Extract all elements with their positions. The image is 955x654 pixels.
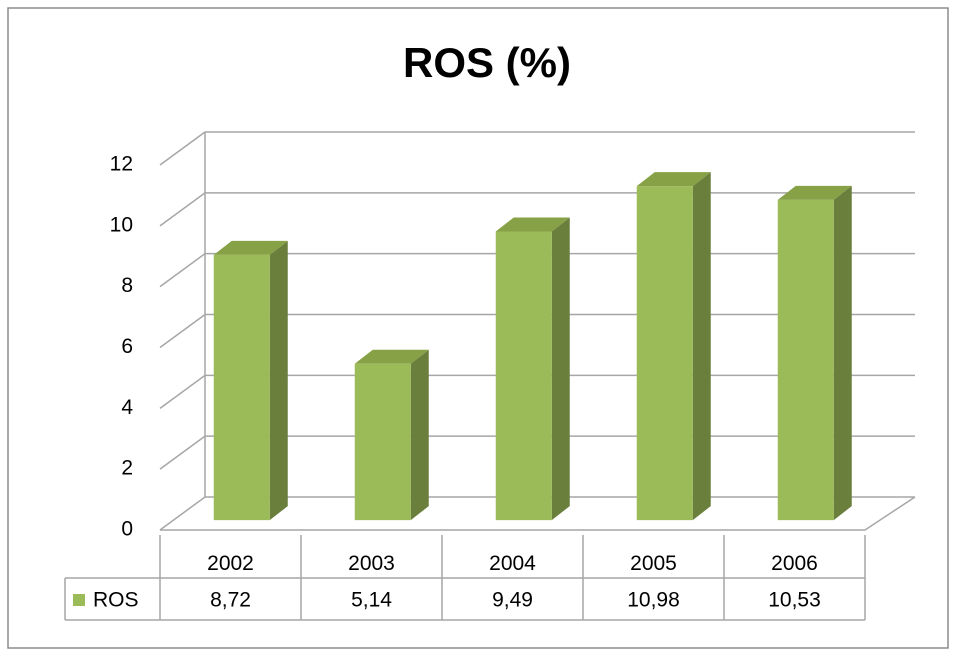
legend-label: ROS <box>93 589 139 612</box>
legend-swatch <box>73 594 85 606</box>
y-tick-label: 0 <box>121 518 133 541</box>
bar <box>777 185 852 521</box>
bar-top <box>636 172 711 187</box>
x-tick-label: 2006 <box>771 552 818 575</box>
x-tick-label: 2003 <box>348 552 395 575</box>
bar-top <box>213 240 288 255</box>
bar-side <box>833 185 852 521</box>
bar-top <box>777 185 852 200</box>
y-tick-label: 12 <box>110 153 133 176</box>
data-table-value: 9,49 <box>492 589 533 612</box>
floor-edge <box>160 496 916 531</box>
bar-front <box>213 254 270 521</box>
bar-front <box>495 231 552 521</box>
grid-line <box>159 131 915 166</box>
y-tick-label: 8 <box>121 274 133 297</box>
y-tick-label: 2 <box>121 457 133 480</box>
data-table-value: 5,14 <box>351 589 392 612</box>
bar <box>354 349 429 521</box>
x-tick-label: 2005 <box>630 552 677 575</box>
bar <box>213 240 288 521</box>
bar-top <box>495 217 570 232</box>
y-tick-label: 10 <box>110 213 133 236</box>
bar-side <box>410 349 429 521</box>
data-table-value: 10,98 <box>627 589 680 612</box>
bar-side <box>269 240 288 521</box>
y-tick-label: 4 <box>121 396 133 419</box>
bar-side <box>551 217 570 521</box>
bar-top <box>354 349 429 364</box>
bar-front <box>636 186 693 521</box>
bar-side <box>692 172 711 521</box>
bar <box>495 217 570 521</box>
data-table-value: 8,72 <box>210 589 251 612</box>
bar-front <box>354 363 411 521</box>
y-tick-label: 6 <box>121 335 133 358</box>
x-tick-label: 2002 <box>207 552 254 575</box>
chart-title: ROS (%) <box>403 39 571 86</box>
bar <box>636 172 711 521</box>
x-tick-label: 2004 <box>489 552 536 575</box>
bar-front <box>777 199 834 521</box>
data-table-value: 10,53 <box>768 589 821 612</box>
